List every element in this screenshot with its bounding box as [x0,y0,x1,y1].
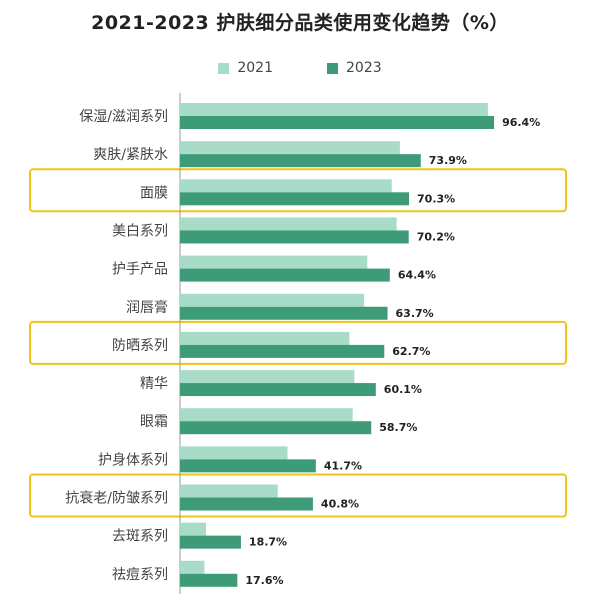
bar-2023 [180,344,385,358]
category-label: 去斑系列 [112,529,168,545]
highlight-box [29,168,567,213]
bar-2023 [180,459,316,473]
data-label: 64.4% [398,269,436,282]
legend-item-2021: 2021 [218,60,273,76]
bar-2023 [180,573,238,587]
bar-2023 [180,116,495,129]
legend-swatch-2021 [218,62,230,74]
bar-2023 [180,268,390,282]
category-label: 保湿/滋润系列 [79,109,168,125]
category-label: 抗衰老/防皱系列 [65,490,168,507]
bar-2023 [180,230,409,244]
bar-2021 [180,522,207,536]
highlight-box [29,320,567,365]
bar-2021 [180,293,365,307]
category-label: 护身体系列 [98,452,168,468]
bar-2021 [180,446,288,460]
legend-label-2021: 2021 [237,60,273,76]
category-label: 爽肤/紧肤水 [93,147,168,163]
bar-2021 [180,560,205,574]
data-label: 40.8% [321,498,359,511]
legend-item-2023: 2023 [327,60,382,76]
legend-swatch-2023 [327,62,338,74]
data-label: 73.9% [429,154,467,167]
category-label: 美白系列 [112,223,168,239]
data-label: 41.7% [324,459,362,472]
bar-2023 [180,154,421,168]
bar-2023 [180,383,376,397]
bar-2023 [180,421,372,435]
data-label: 62.7% [392,345,430,358]
category-label: 精华 [140,376,168,392]
data-label: 96.4% [502,116,540,129]
category-label: 防晒系列 [112,338,168,354]
data-label: 58.7% [379,421,417,434]
bar-2021 [180,331,350,345]
bar-2021 [180,370,355,384]
data-label: 17.6% [245,574,283,587]
category-label: 润唇膏 [126,299,168,316]
data-label: 70.2% [417,230,455,243]
bar-2021 [180,103,488,116]
chart-title: 2021-2023 护肤细分品类使用变化趋势（%） [91,12,509,34]
data-label: 60.1% [384,383,422,396]
bar-2023 [180,192,410,206]
bar-2021 [180,141,400,155]
bar-2023 [180,306,388,320]
bar-2021 [180,255,368,269]
category-label: 面膜 [140,185,168,201]
data-label: 63.7% [396,307,434,320]
highlight-box [29,473,567,518]
data-label: 70.3% [417,192,455,205]
legend-label-2023: 2023 [346,60,382,76]
bar-2021 [180,408,353,422]
category-label: 护手产品 [112,262,168,278]
category-label: 眼霜 [140,414,168,430]
bar-2021 [180,484,278,498]
data-label: 18.7% [249,536,287,549]
bar-2021 [180,179,392,193]
category-label: 祛痘系列 [112,567,168,583]
bar-2023 [180,497,313,511]
bar-2021 [180,217,397,231]
bar-2023 [180,535,241,549]
legend: 2021 2023 [0,58,600,78]
